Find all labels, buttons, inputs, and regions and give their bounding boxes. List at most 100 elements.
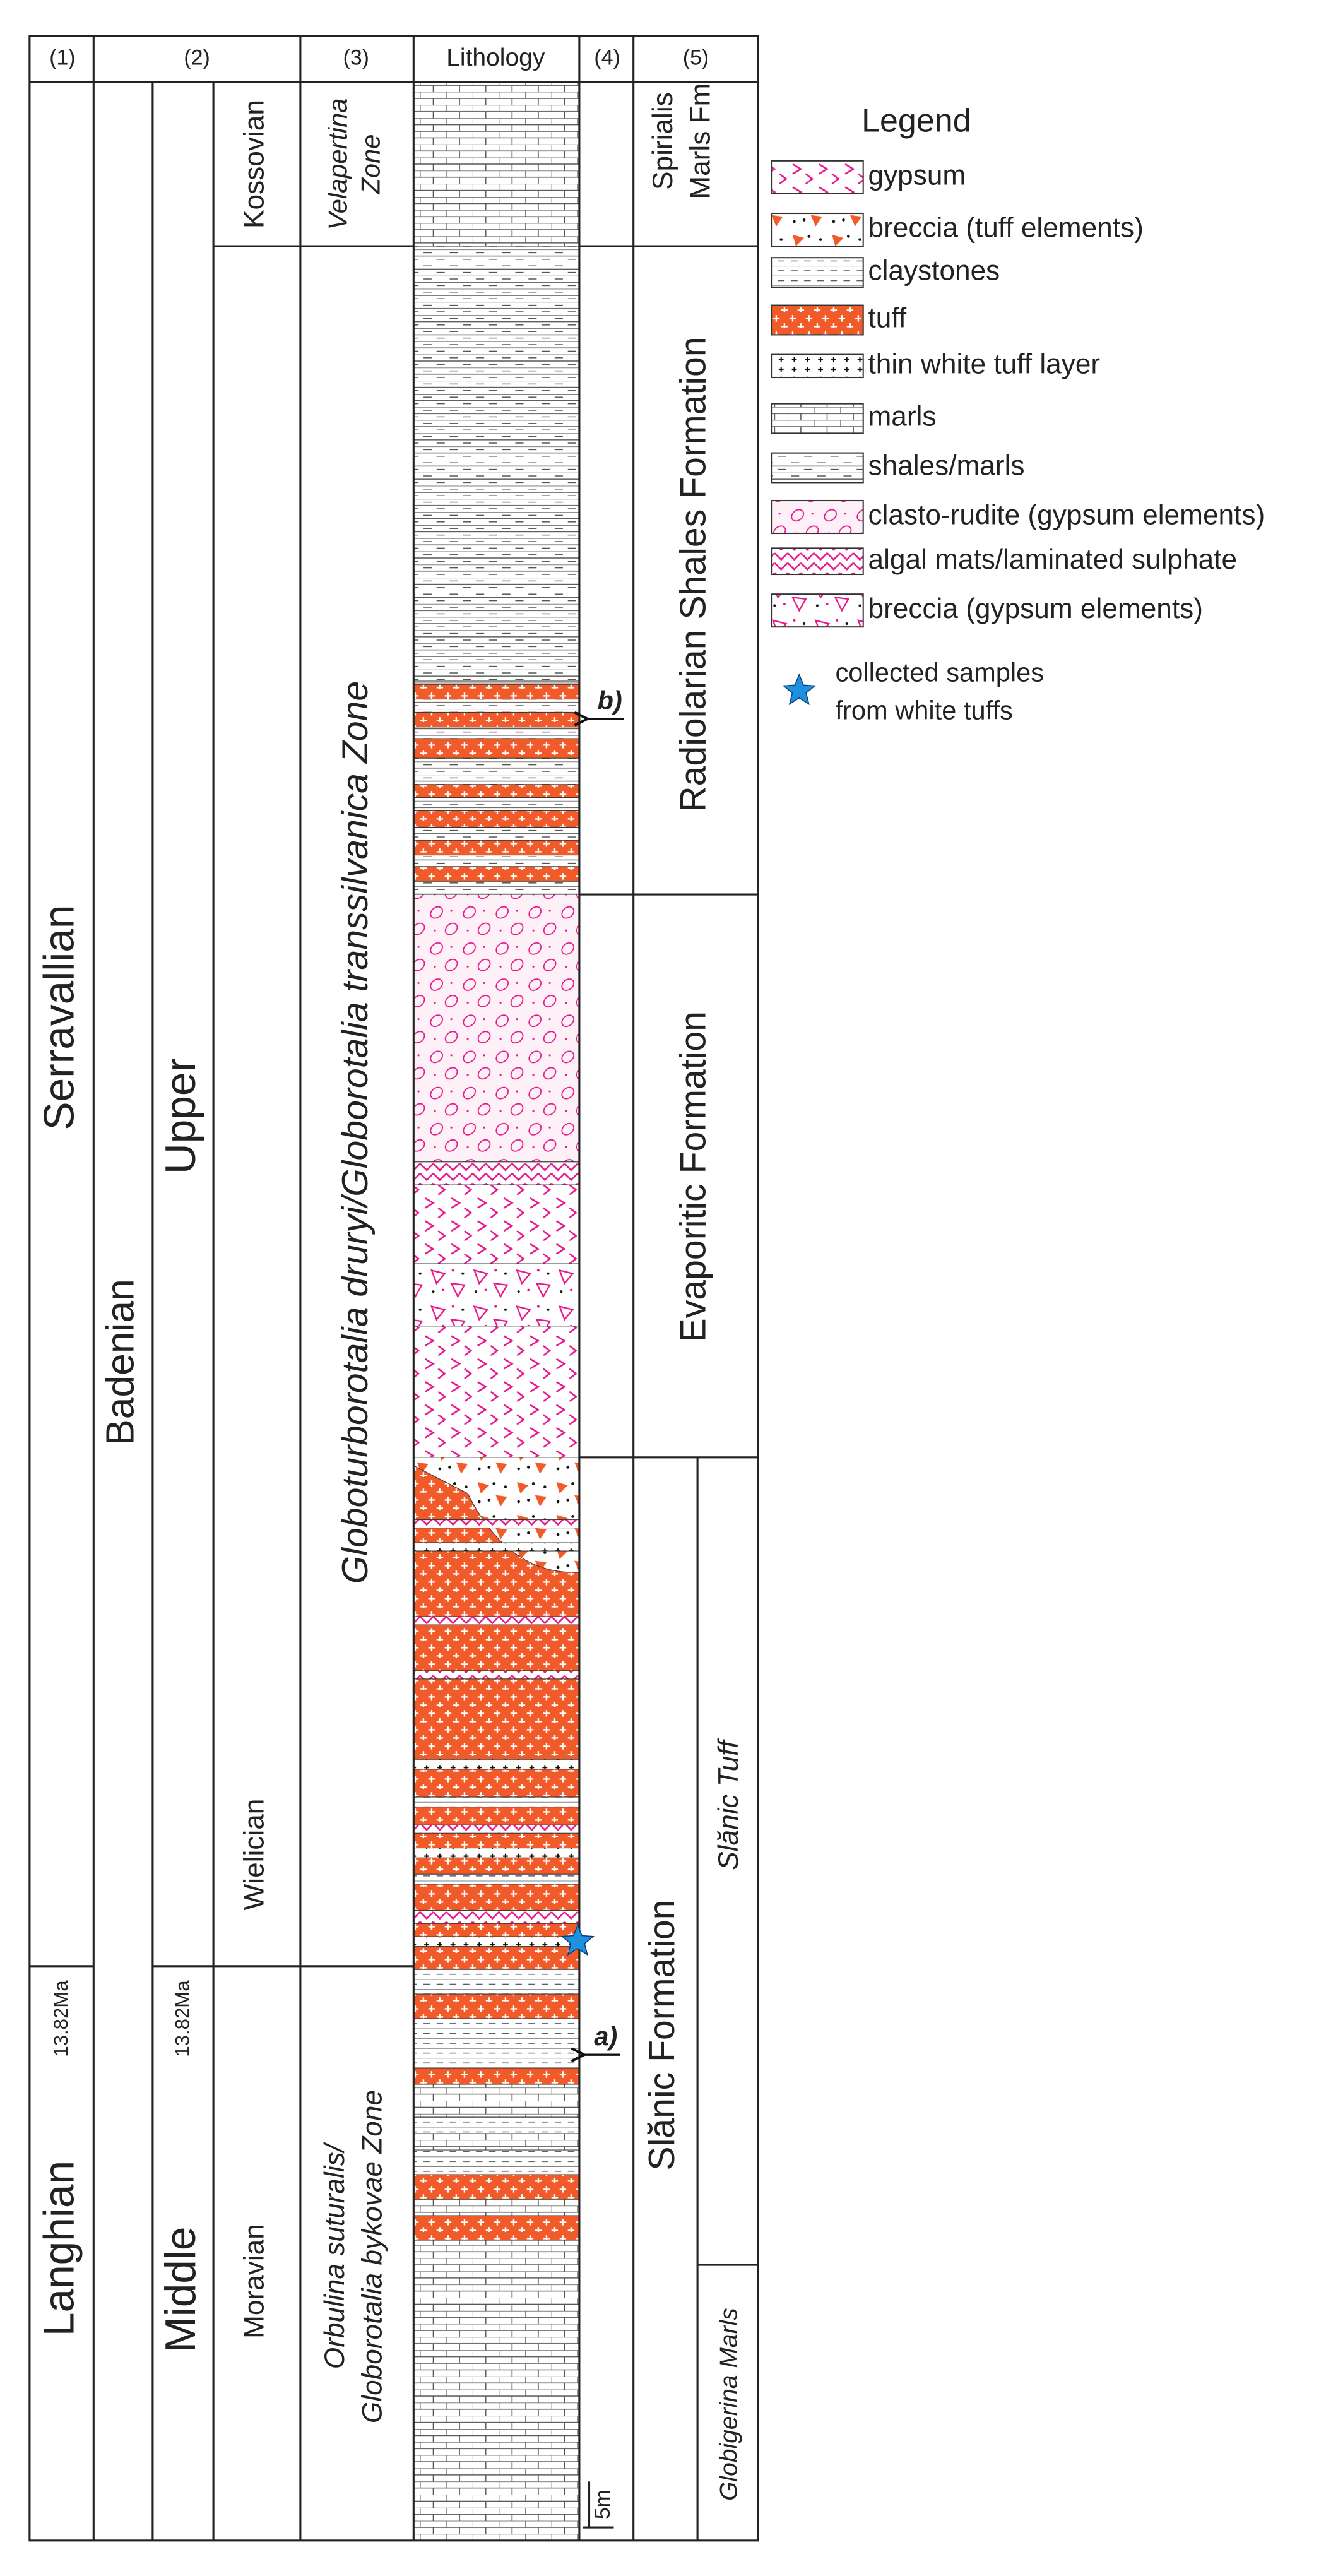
substage: Middle <box>157 2226 204 2352</box>
algal-layer <box>413 1616 580 1625</box>
marls-layer <box>413 2133 580 2151</box>
thin-tuff-layer <box>413 1759 580 1770</box>
legend-item: marls <box>868 401 937 432</box>
column-header: (2) <box>184 46 210 70</box>
clay-layer <box>413 2116 580 2134</box>
legend-swatch <box>771 353 864 379</box>
algal-layer <box>413 1161 580 1185</box>
tuff-layer <box>413 2174 580 2200</box>
tuff-layer <box>413 1993 580 2019</box>
biozone: Orbulina suturalis/ <box>319 2141 350 2369</box>
thin-tuff-layer <box>413 1936 580 1947</box>
scale-label: 5m <box>591 2490 615 2519</box>
tuff-layer <box>413 840 580 856</box>
legend-note: collected samples <box>836 658 1045 687</box>
rotated-labels: Serravallian Langhian 13.82Ma Badenian U… <box>36 83 744 2520</box>
gypsum-layer <box>413 1326 580 1458</box>
substage: Upper <box>157 1058 204 1174</box>
algal-layer <box>413 1909 580 1924</box>
column-header: (1) <box>49 46 75 70</box>
legend-item: gypsum <box>868 160 966 191</box>
frame <box>28 35 759 2542</box>
tuff-layer <box>413 784 580 798</box>
legend-swatch <box>771 403 864 434</box>
tuff-layer <box>413 2215 580 2241</box>
thin-tuff-layer <box>413 1848 580 1858</box>
clay-layer <box>413 1873 580 1885</box>
formation: Radiolarian Shales Formation <box>673 336 714 812</box>
biozone: Zone <box>355 134 385 195</box>
member: Globigerina Marls <box>715 2308 742 2501</box>
legend: Legend gypsum breccia (tuff elements) cl… <box>771 103 1265 725</box>
samples: b) a) <box>560 686 624 2055</box>
thin-tuff-layer <box>413 1542 580 1552</box>
regional-substage: Moravian <box>239 2224 269 2339</box>
algal-layer <box>413 1519 580 1529</box>
legend-title: Legend <box>861 103 971 139</box>
clay-layer <box>413 2149 580 2175</box>
stage: Serravallian <box>36 905 83 1131</box>
regional-substage: Wielician <box>239 1799 269 1911</box>
column-header: (5) <box>683 46 709 70</box>
algal-layer <box>413 1824 580 1834</box>
tuff-layer <box>413 711 580 728</box>
biozone: Velapertina <box>323 98 352 230</box>
sample-label: b) <box>597 686 622 715</box>
formation: Marls Fm <box>685 83 716 199</box>
legend-swatch <box>771 212 864 247</box>
legend-swatch <box>771 257 864 288</box>
legend-swatch <box>771 160 864 194</box>
clay-layer <box>413 1796 580 1808</box>
clay-layer <box>413 2018 580 2069</box>
legend-item: algal mats/laminated sulphate <box>868 544 1238 575</box>
marls-layer <box>413 2199 580 2216</box>
legend-swatch <box>771 547 864 576</box>
legend-swatch <box>771 499 864 535</box>
legend-item: thin white tuff layer <box>868 348 1101 379</box>
age-label: 13.82Ma <box>172 1980 194 2057</box>
legend-swatch <box>771 593 864 628</box>
legend-item: claystones <box>868 255 1000 286</box>
tuff-layer <box>413 684 580 700</box>
legend-note: from white tuffs <box>836 695 1013 725</box>
formation: Spirialis <box>648 92 678 190</box>
shale-layer <box>413 246 580 682</box>
legend-swatch <box>771 452 864 484</box>
sample-label: a) <box>594 2021 617 2051</box>
lithology <box>413 81 580 2541</box>
biozone: Globorotalia bykovae Zone <box>357 2090 388 2423</box>
regional-substage: Kossovian <box>239 100 269 229</box>
tuff-layer <box>413 738 580 759</box>
formation: Slănic Formation <box>642 1899 682 2170</box>
legend-item: clasto-rudite (gypsum elements) <box>868 500 1265 531</box>
stage: Langhian <box>36 2161 83 2336</box>
legend-item: shales/marls <box>868 451 1025 482</box>
legend-star <box>782 673 816 706</box>
member: Slănic Tuff <box>713 1738 744 1870</box>
legend-item: breccia (tuff elements) <box>868 213 1144 244</box>
legend-item: tuff <box>868 303 907 334</box>
biozone: Globoturborotalia druryi/Globorotalia tr… <box>335 681 376 1584</box>
clay-layer <box>413 1969 580 1995</box>
marls-layer <box>413 2084 580 2118</box>
tuff-layer <box>413 810 580 828</box>
gypsum-layer <box>413 1184 580 1264</box>
formation: Evaporitic Formation <box>673 1011 714 1342</box>
legend-item: breccia (gypsum elements) <box>868 593 1203 624</box>
clasto-rudite-layer <box>413 894 580 1163</box>
marls-layer <box>413 2240 580 2541</box>
breccia-gypsum-layer <box>413 1263 580 1327</box>
legend-swatch <box>771 304 864 336</box>
age-label: 13.82Ma <box>50 1980 72 2057</box>
marls-layer <box>413 81 580 247</box>
tuff-layer <box>413 866 580 882</box>
sample-star <box>560 1923 595 1956</box>
column-header: Lithology <box>446 44 545 71</box>
column-header: (3) <box>343 46 369 70</box>
header: (1) (2) (3) Lithology (4) (5) <box>49 44 709 71</box>
column-header: (4) <box>594 46 620 70</box>
algal-layer <box>413 1670 580 1680</box>
